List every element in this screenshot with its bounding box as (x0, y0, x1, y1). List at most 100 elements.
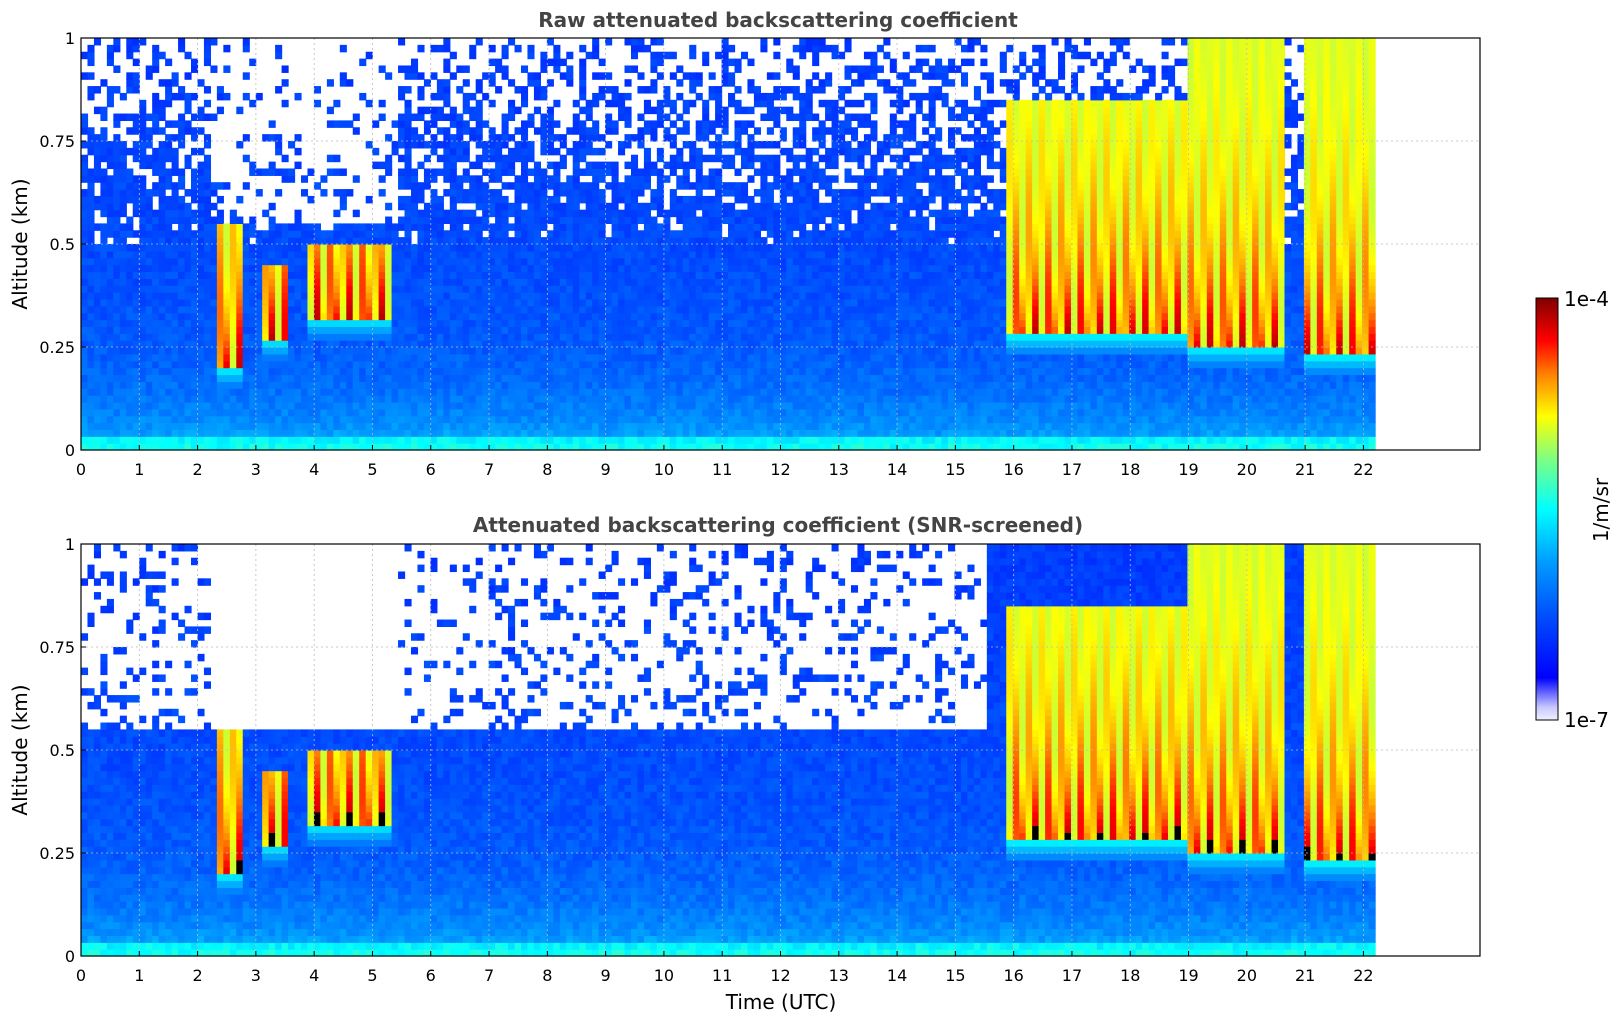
heatmap-cell (708, 443, 716, 451)
heatmap-cell (520, 292, 529, 300)
heatmap-cell (216, 209, 224, 218)
heatmap-cell (333, 298, 341, 307)
heatmap-cell (540, 134, 548, 142)
heatmap-cell (482, 374, 490, 382)
heatmap-cell (93, 298, 102, 307)
heatmap-cell (106, 182, 114, 190)
heatmap-cell (585, 285, 593, 293)
heatmap-cell (753, 305, 761, 314)
heatmap-cell (579, 395, 587, 403)
heatmap-cell (81, 264, 89, 273)
heatmap-cell (728, 182, 736, 190)
heatmap-cell (197, 305, 205, 314)
heatmap-cell (430, 319, 438, 327)
heatmap-cell (242, 422, 250, 430)
heatmap-cell (540, 436, 548, 444)
heatmap-cell (592, 147, 600, 156)
heatmap-cell (605, 319, 613, 327)
heatmap-cell (669, 168, 677, 176)
heatmap-cell (779, 305, 787, 314)
heatmap-cell (113, 154, 121, 163)
heatmap-cell (753, 141, 761, 149)
heatmap-cell (106, 250, 114, 259)
heatmap-cell (650, 120, 658, 128)
heatmap-cell (579, 106, 587, 115)
heatmap-cell (592, 401, 600, 410)
heatmap-cell (598, 360, 606, 369)
heatmap-cell (275, 388, 283, 396)
heatmap-cell (333, 374, 341, 382)
heatmap-cell (495, 388, 503, 396)
heatmap-cell (715, 292, 723, 300)
heatmap-cell (715, 278, 723, 286)
heatmap-cell (87, 257, 95, 266)
heatmap-cell (572, 202, 580, 211)
heatmap-cell (100, 134, 108, 142)
heatmap-cell (598, 86, 606, 94)
heatmap-cell (268, 367, 276, 376)
heatmap-cell (113, 388, 121, 396)
heatmap-cell (339, 367, 347, 376)
heatmap-cell (145, 72, 153, 80)
heatmap-cell (605, 99, 613, 108)
heatmap-cell (469, 415, 477, 424)
heatmap-cell (320, 305, 328, 314)
heatmap-cell (288, 175, 296, 183)
heatmap-cell (656, 443, 664, 451)
heatmap-cell (753, 278, 761, 286)
heatmap-cell (139, 134, 147, 142)
heatmap-cell (294, 395, 302, 403)
heatmap-cell (203, 298, 212, 307)
heatmap-cell (779, 360, 787, 369)
heatmap-cell (404, 86, 412, 94)
heatmap-cell (792, 422, 800, 430)
heatmap-cell (533, 72, 541, 80)
heatmap-cell (197, 436, 205, 444)
heatmap-cell (475, 223, 483, 231)
heatmap-cell (236, 285, 244, 293)
heatmap-cell (592, 237, 600, 245)
heatmap-cell (391, 223, 399, 231)
heatmap-cell (566, 443, 574, 451)
heatmap-cell (734, 147, 742, 156)
heatmap-cell (352, 237, 360, 245)
heatmap-cell (520, 120, 529, 128)
heatmap-cell (572, 333, 580, 341)
heatmap-cell (145, 250, 153, 259)
heatmap-cell (508, 326, 516, 334)
heatmap-cell (197, 202, 205, 211)
heatmap-cell (139, 175, 147, 183)
heatmap-cell (715, 120, 723, 128)
heatmap-cell (682, 292, 690, 300)
heatmap-cell (779, 367, 787, 376)
heatmap-cell (281, 333, 289, 341)
heatmap-cell (695, 360, 703, 369)
heatmap-cell (585, 237, 593, 245)
heatmap-cell (203, 388, 212, 396)
heatmap-cell (637, 401, 645, 410)
heatmap-cell (540, 347, 548, 355)
heatmap-cell (268, 436, 276, 444)
heatmap-cell (760, 381, 768, 389)
heatmap-cell (676, 422, 684, 430)
heatmap-cell (773, 182, 781, 190)
heatmap-cell (430, 216, 438, 224)
heatmap-cell (346, 244, 354, 252)
heatmap-cell (113, 340, 121, 348)
heatmap-cell (611, 326, 619, 334)
heatmap-cell (404, 326, 412, 334)
heatmap-cell (786, 271, 794, 279)
heatmap-cell (760, 38, 768, 46)
heatmap-cell (106, 312, 114, 321)
heatmap-cell (579, 250, 587, 259)
heatmap-cell (359, 298, 367, 307)
heatmap-cell (132, 189, 140, 197)
heatmap-cell (191, 347, 199, 355)
heatmap-cell (294, 326, 302, 334)
heatmap-cell (197, 189, 205, 197)
heatmap-cell (100, 326, 108, 334)
heatmap-cell (456, 319, 464, 327)
heatmap-cell (158, 312, 166, 321)
heatmap-cell (404, 381, 412, 389)
heatmap-cell (462, 292, 470, 300)
